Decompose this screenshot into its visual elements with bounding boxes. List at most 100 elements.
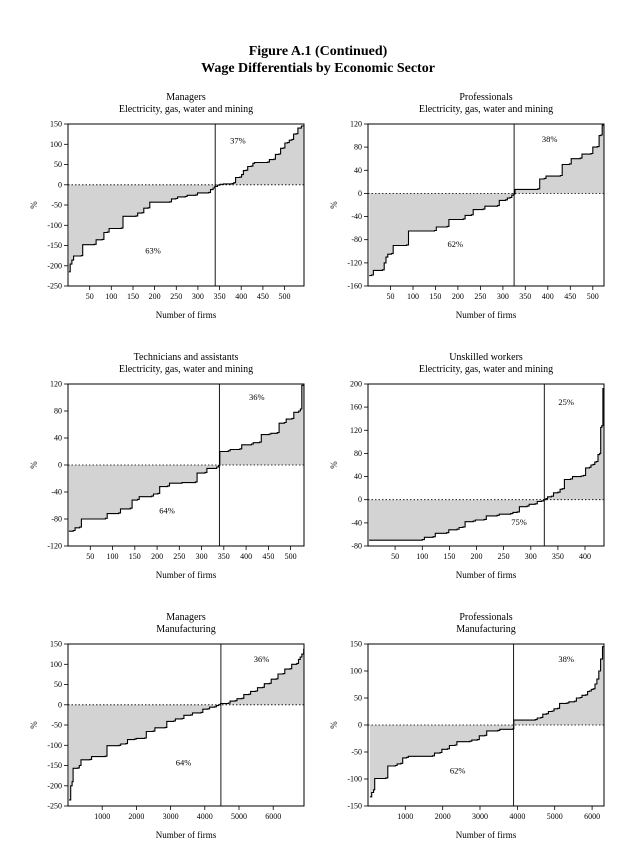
x-tick-label: 200 — [151, 552, 163, 561]
figure-title-line1: Figure A.1 (Continued) — [248, 44, 388, 59]
x-tick-label: 150 — [429, 292, 441, 301]
x-tick-label: 400 — [240, 552, 252, 561]
x-tick-label: 50 — [86, 292, 94, 301]
y-tick-label: 40 — [54, 434, 62, 443]
x-tick-label: 350 — [218, 552, 230, 561]
x-tick-label: 400 — [235, 292, 247, 301]
x-tick-label: 400 — [542, 292, 554, 301]
share-below-annotation: 64% — [159, 506, 175, 516]
y-tick-label: 40 — [354, 472, 362, 481]
share-above-annotation: 37% — [230, 135, 246, 145]
x-tick-label: 250 — [173, 552, 185, 561]
y-tick-label: -150 — [47, 761, 62, 770]
plot-border — [367, 383, 605, 547]
y-axis-label: % — [29, 201, 39, 209]
x-tick-label: 3000 — [163, 812, 179, 821]
x-axis-label: Number of firms — [456, 830, 517, 840]
y-tick-label: 40 — [354, 166, 362, 175]
step-curve — [369, 124, 604, 277]
y-tick-label: 150 — [50, 120, 62, 129]
x-tick-label: 200 — [452, 292, 464, 301]
share-above-annotation: 38% — [558, 654, 574, 664]
y-tick-label: 50 — [354, 694, 362, 703]
chart-title-sector: Manufacturing — [156, 624, 216, 635]
chart-panel-professionals-manufacturing: Professionals Manufacturing 150 100 50 0 -50… — [328, 612, 618, 850]
x-axis-label: Number of firms — [456, 570, 517, 580]
y-tick-label: -160 — [347, 282, 362, 291]
x-axis-label: Number of firms — [156, 830, 217, 840]
x-tick-label: 4000 — [197, 812, 213, 821]
y-axis-label: % — [329, 721, 339, 729]
chart-title-occupation: Professionals — [459, 92, 513, 103]
x-tick-label: 500 — [285, 552, 297, 561]
chart-title-occupation: Professionals — [459, 612, 513, 623]
y-tick-label: 0 — [58, 461, 62, 470]
x-tick-label: 350 — [552, 552, 564, 561]
y-tick-label: -50 — [51, 201, 62, 210]
chart-panel-professionals-egwm: Professionals Electricity, gas, water an… — [328, 92, 618, 330]
x-tick-label: 300 — [525, 552, 537, 561]
x-tick-label: 450 — [257, 292, 269, 301]
share-below-annotation: 64% — [176, 758, 192, 768]
y-tick-label: 50 — [54, 160, 62, 169]
x-tick-label: 2000 — [435, 812, 451, 821]
y-tick-label: 0 — [58, 700, 62, 709]
share-above-annotation: 36% — [249, 392, 265, 402]
y-tick-label: -80 — [51, 515, 62, 524]
share-above-annotation: 25% — [558, 397, 574, 407]
x-tick-label: 6000 — [265, 812, 281, 821]
y-tick-label: 160 — [350, 403, 362, 412]
chart-panel-unskilled-egwm: Unskilled workers Electricity, gas, wate… — [328, 352, 618, 590]
x-tick-label: 5000 — [231, 812, 247, 821]
y-tick-label: -150 — [47, 241, 62, 250]
y-tick-label: -40 — [351, 212, 362, 221]
y-tick-label: -100 — [47, 221, 62, 230]
y-tick-label: -200 — [47, 781, 62, 790]
x-tick-label: 100 — [105, 292, 117, 301]
step-curve — [68, 384, 304, 532]
chart-title-sector: Manufacturing — [456, 624, 516, 635]
x-tick-label: 400 — [579, 552, 591, 561]
x-tick-label: 350 — [214, 292, 226, 301]
y-tick-label: -40 — [351, 518, 362, 527]
x-axis-label: Number of firms — [156, 310, 217, 320]
chart-panel-managers-manufacturing: Managers Manufacturing 150 100 50 0 -50 -100 -… — [28, 612, 318, 850]
x-tick-label: 2000 — [128, 812, 144, 821]
x-tick-label: 100 — [107, 552, 119, 561]
x-tick-label: 250 — [498, 552, 510, 561]
share-below-annotation: 63% — [145, 246, 161, 256]
y-axis-label: % — [29, 721, 39, 729]
x-tick-label: 250 — [170, 292, 182, 301]
x-tick-label: 150 — [127, 292, 139, 301]
chart-panel-technicians-egwm: Technicians and assistants Electricity, … — [28, 352, 318, 590]
chart-title-occupation: Technicians and assistants — [133, 352, 239, 363]
chart-title-sector: Electricity, gas, water and mining — [418, 104, 554, 115]
x-tick-label: 200 — [149, 292, 161, 301]
y-tick-label: 200 — [350, 380, 362, 389]
chart-panel-managers-egwm: Managers Electricity, gas, water and min… — [28, 92, 318, 330]
y-axis-label: % — [329, 461, 339, 469]
x-tick-label: 450 — [262, 552, 274, 561]
y-tick-label: 80 — [354, 143, 362, 152]
x-tick-label: 200 — [471, 552, 483, 561]
x-tick-label: 500 — [279, 292, 291, 301]
chart-title-sector: Electricity, gas, water and mining — [118, 364, 254, 375]
y-tick-label: 80 — [354, 449, 362, 458]
y-tick-label: 120 — [350, 426, 362, 435]
share-below-annotation: 75% — [511, 517, 527, 527]
step-curve — [369, 388, 604, 541]
step-curve — [68, 125, 304, 273]
y-tick-label: 150 — [50, 640, 62, 649]
y-tick-label: 80 — [54, 407, 62, 416]
figure-title: Figure A.1 (Continued) Wage Differential… — [0, 44, 636, 77]
x-tick-label: 350 — [519, 292, 531, 301]
x-tick-label: 300 — [192, 292, 204, 301]
chart-plot: 150 100 50 0 -50 -100 -150 1000 2000 3000 4000 5000… — [329, 640, 605, 840]
chart-plot: 150 100 50 0 -50 -100 -150 -200 -250 1000 2000 3000… — [29, 640, 305, 840]
x-tick-label: 1000 — [94, 812, 110, 821]
step-curve — [69, 648, 305, 801]
share-below-annotation: 62% — [448, 239, 464, 249]
